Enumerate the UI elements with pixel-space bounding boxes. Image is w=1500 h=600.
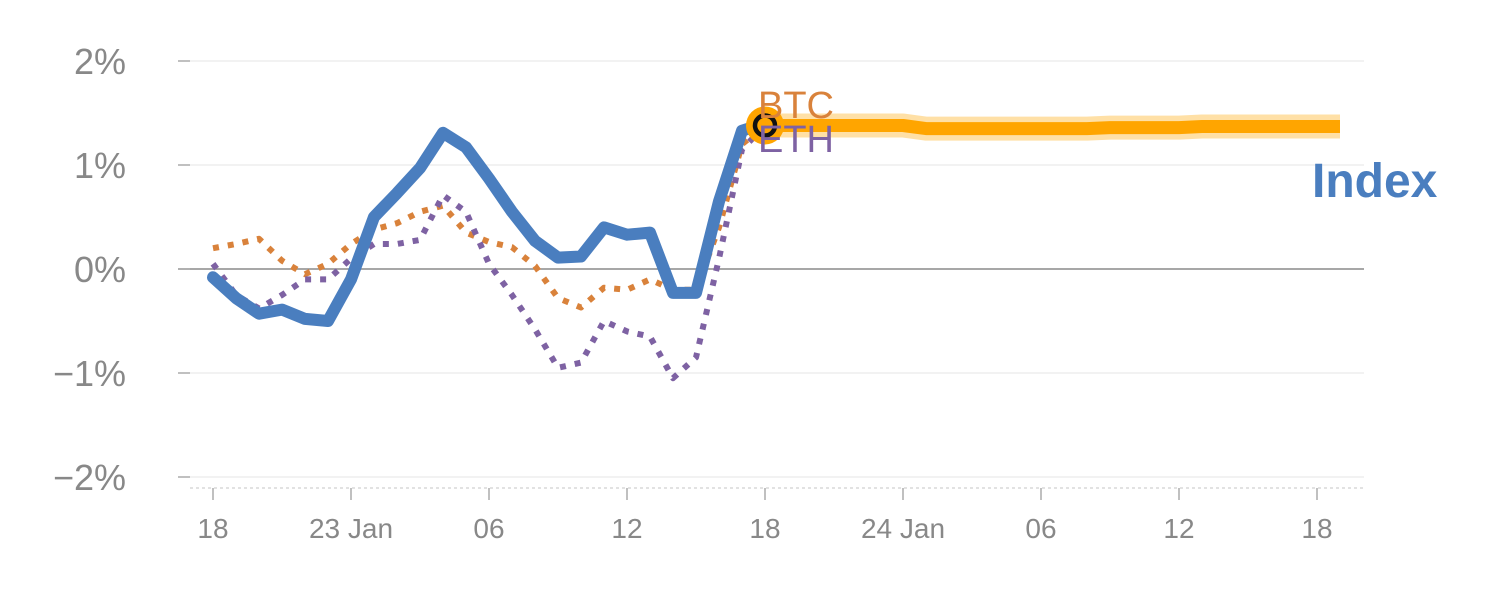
x-tick-label: 12: [611, 513, 642, 544]
y-axis: 2% 1% 0% −1% −2%: [53, 41, 190, 498]
current-point-ring: [752, 113, 778, 138]
btc-line: [212, 123, 767, 311]
index-label: Index: [1312, 155, 1438, 208]
y-tick-label: 2%: [74, 41, 126, 82]
eth-line: [210, 123, 768, 382]
eth-label: ETH: [758, 119, 834, 161]
index-line: [207, 117, 771, 327]
grid-layer: [178, 60, 1364, 478]
series-layer: [207, 113, 1340, 382]
x-tick-label: 06: [1025, 513, 1056, 544]
marker-layer: [746, 106, 784, 145]
x-tick-label: 24 Jan: [861, 513, 945, 544]
x-axis: 18 23 Jan 06 12 18 24 Jan 06 12 18: [190, 487, 1364, 544]
btc-label: BTC: [758, 85, 834, 127]
y-tick-label: −1%: [53, 353, 126, 394]
forecast-line: [765, 119, 1340, 136]
x-tick-label: 18: [197, 513, 228, 544]
x-tick-label: 06: [473, 513, 504, 544]
x-tick-label: 12: [1163, 513, 1194, 544]
x-tick-label: 18: [1301, 513, 1332, 544]
x-tick-label: 18: [749, 513, 780, 544]
y-tick-label: 0%: [74, 249, 126, 290]
current-point-marker: [746, 106, 784, 145]
y-tick-label: −2%: [53, 457, 126, 498]
label-layer: BTC ETH Index: [758, 85, 1438, 208]
x-tick-label: 23 Jan: [309, 513, 393, 544]
y-tick-label: 1%: [74, 145, 126, 186]
